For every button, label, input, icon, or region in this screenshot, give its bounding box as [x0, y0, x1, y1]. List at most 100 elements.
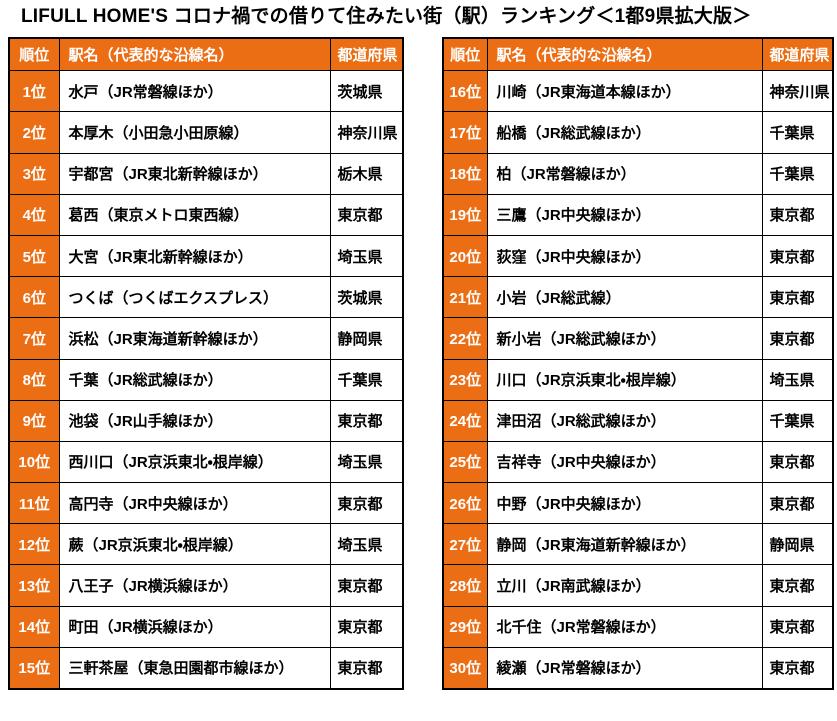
- station-cell: 八王子（JR横浜線ほか）: [58, 564, 331, 607]
- rank-cell: 8位: [8, 358, 60, 401]
- rank-cell: 17位: [442, 111, 488, 154]
- table-row: 14位 町田（JR横浜線ほか） 東京都: [8, 605, 404, 648]
- prefecture-cell: 東京都: [761, 440, 834, 484]
- station-column-header: 駅名（代表的な沿線名）: [58, 37, 331, 72]
- rank-cell: 27位: [442, 523, 488, 566]
- rank-cell: 12位: [8, 523, 60, 566]
- table-row: 9位 池袋（JR山手線ほか） 東京都: [8, 399, 404, 442]
- table-row: 29位 北千住（JR常磐線ほか） 東京都: [442, 605, 834, 648]
- ranking-tables: 順位 駅名（代表的な沿線名） 都道府県 1位 水戸（JR常磐線ほか） 茨城県 2位 本厚…: [8, 36, 837, 690]
- station-cell: 立川（JR南武線ほか）: [486, 564, 763, 607]
- table-row: 5位 大宮（JR東北新幹線ほか） 埼玉県: [8, 234, 404, 278]
- station-cell: 綾瀬（JR常磐線ほか）: [486, 646, 763, 690]
- station-cell: 川崎（JR東海道本線ほか）: [486, 70, 763, 113]
- prefecture-cell: 埼玉県: [329, 234, 404, 278]
- station-cell: 葛西（東京メトロ東西線）: [58, 193, 331, 236]
- prefecture-column-header: 都道府県: [761, 37, 834, 72]
- rank-cell: 5位: [8, 234, 60, 278]
- page-title: LIFULL HOME'S コロナ禍での借りて住みたい街（駅）ランキング＜1都9…: [21, 6, 752, 27]
- prefecture-cell: 東京都: [761, 646, 834, 690]
- table-row: 12位 蕨（JR京浜東北・根岸線） 埼玉県: [8, 523, 404, 566]
- table-row: 10位 西川口（JR京浜東北・根岸線） 埼玉県: [8, 440, 404, 484]
- station-cell: 川口（JR京浜東北・根岸線）: [486, 358, 763, 401]
- rank-cell: 13位: [8, 564, 60, 607]
- table-row: 8位 千葉（JR総武線ほか） 千葉県: [8, 358, 404, 401]
- station-cell: 北千住（JR常磐線ほか）: [486, 605, 763, 648]
- rank-cell: 2位: [8, 111, 60, 154]
- prefecture-cell: 静岡県: [761, 523, 834, 566]
- rank-cell: 25位: [442, 440, 488, 484]
- station-cell: 柏（JR常磐線ほか）: [486, 152, 763, 195]
- prefecture-cell: 神奈川県: [761, 70, 834, 113]
- prefecture-cell: 千葉県: [761, 111, 834, 154]
- rank-column-header: 順位: [442, 37, 488, 72]
- table-row: 26位 中野（JR中央線ほか） 東京都: [442, 482, 834, 525]
- header-row: 順位 駅名（代表的な沿線名） 都道府県: [442, 37, 834, 72]
- prefecture-cell: 東京都: [329, 482, 404, 525]
- ranking-table-body: 16位 川崎（JR東海道本線ほか） 神奈川県 17位 船橋（JR総武線ほか） 千葉県 18位…: [442, 70, 834, 690]
- station-cell: 静岡（JR東海道新幹線ほか）: [486, 523, 763, 566]
- rank-cell: 21位: [442, 276, 488, 319]
- table-row: 20位 荻窪（JR中央線ほか） 東京都: [442, 234, 834, 278]
- station-cell: 千葉（JR総武線ほか）: [58, 358, 331, 401]
- station-cell: 大宮（JR東北新幹線ほか）: [58, 234, 331, 278]
- rank-cell: 20位: [442, 234, 488, 278]
- table-row: 2位 本厚木（小田急小田原線） 神奈川県: [8, 111, 404, 154]
- prefecture-cell: 茨城県: [329, 276, 404, 319]
- prefecture-cell: 東京都: [329, 646, 404, 690]
- prefecture-cell: 東京都: [329, 605, 404, 648]
- table-row: 7位 浜松（JR東海道新幹線ほか） 静岡県: [8, 317, 404, 360]
- prefecture-cell: 東京都: [329, 193, 404, 236]
- prefecture-cell: 千葉県: [329, 358, 404, 401]
- table-row: 16位 川崎（JR東海道本線ほか） 神奈川県: [442, 70, 834, 113]
- station-cell: 浜松（JR東海道新幹線ほか）: [58, 317, 331, 360]
- rank-cell: 6位: [8, 276, 60, 319]
- rank-cell: 18位: [442, 152, 488, 195]
- rank-column-header: 順位: [8, 37, 60, 72]
- station-cell: 水戸（JR常磐線ほか）: [58, 70, 331, 113]
- prefecture-column-header: 都道府県: [329, 37, 404, 72]
- station-cell: 蕨（JR京浜東北・根岸線）: [58, 523, 331, 566]
- station-cell: 新小岩（JR総武線ほか）: [486, 317, 763, 360]
- rank-cell: 10位: [8, 440, 60, 484]
- rank-cell: 15位: [8, 646, 60, 690]
- station-cell: 西川口（JR京浜東北・根岸線）: [58, 440, 331, 484]
- rank-cell: 9位: [8, 399, 60, 442]
- prefecture-cell: 千葉県: [761, 152, 834, 195]
- table-row: 24位 津田沼（JR総武線ほか） 千葉県: [442, 399, 834, 442]
- ranking-table-body: 1位 水戸（JR常磐線ほか） 茨城県 2位 本厚木（小田急小田原線） 神奈川県 3位 宇都宮（…: [8, 70, 404, 690]
- prefecture-cell: 東京都: [329, 399, 404, 442]
- table-row: 6位 つくば（つくばエクスプレス） 茨城県: [8, 276, 404, 319]
- table-row: 15位 三軒茶屋（東急田園都市線ほか） 東京都: [8, 646, 404, 690]
- rank-cell: 19位: [442, 193, 488, 236]
- table-row: 1位 水戸（JR常磐線ほか） 茨城県: [8, 70, 404, 113]
- prefecture-cell: 神奈川県: [329, 111, 404, 154]
- prefecture-cell: 東京都: [761, 276, 834, 319]
- station-cell: 町田（JR横浜線ほか）: [58, 605, 331, 648]
- table-row: 11位 高円寺（JR中央線ほか） 東京都: [8, 482, 404, 525]
- ranking-table-16-30: 順位 駅名（代表的な沿線名） 都道府県 16位 川崎（JR東海道本線ほか） 神奈川県…: [442, 36, 834, 690]
- rank-cell: 23位: [442, 358, 488, 401]
- station-cell: 三鷹（JR中央線ほか）: [486, 193, 763, 236]
- rank-cell: 28位: [442, 564, 488, 607]
- table-row: 30位 綾瀬（JR常磐線ほか） 東京都: [442, 646, 834, 690]
- table-row: 18位 柏（JR常磐線ほか） 千葉県: [442, 152, 834, 195]
- rank-cell: 16位: [442, 70, 488, 113]
- rank-cell: 11位: [8, 482, 60, 525]
- station-cell: 高円寺（JR中央線ほか）: [58, 482, 331, 525]
- station-cell: 津田沼（JR総武線ほか）: [486, 399, 763, 442]
- table-row: 22位 新小岩（JR総武線ほか） 東京都: [442, 317, 834, 360]
- ranking-table-1-15: 順位 駅名（代表的な沿線名） 都道府県 1位 水戸（JR常磐線ほか） 茨城県 2位 本厚…: [8, 36, 404, 690]
- station-cell: 吉祥寺（JR中央線ほか）: [486, 440, 763, 484]
- prefecture-cell: 東京都: [329, 564, 404, 607]
- station-cell: 船橋（JR総武線ほか）: [486, 111, 763, 154]
- rank-cell: 22位: [442, 317, 488, 360]
- table-row: 25位 吉祥寺（JR中央線ほか） 東京都: [442, 440, 834, 484]
- station-cell: 中野（JR中央線ほか）: [486, 482, 763, 525]
- rank-cell: 26位: [442, 482, 488, 525]
- table-row: 27位 静岡（JR東海道新幹線ほか） 静岡県: [442, 523, 834, 566]
- station-cell: 本厚木（小田急小田原線）: [58, 111, 331, 154]
- rank-cell: 1位: [8, 70, 60, 113]
- header-row: 順位 駅名（代表的な沿線名） 都道府県: [8, 37, 404, 72]
